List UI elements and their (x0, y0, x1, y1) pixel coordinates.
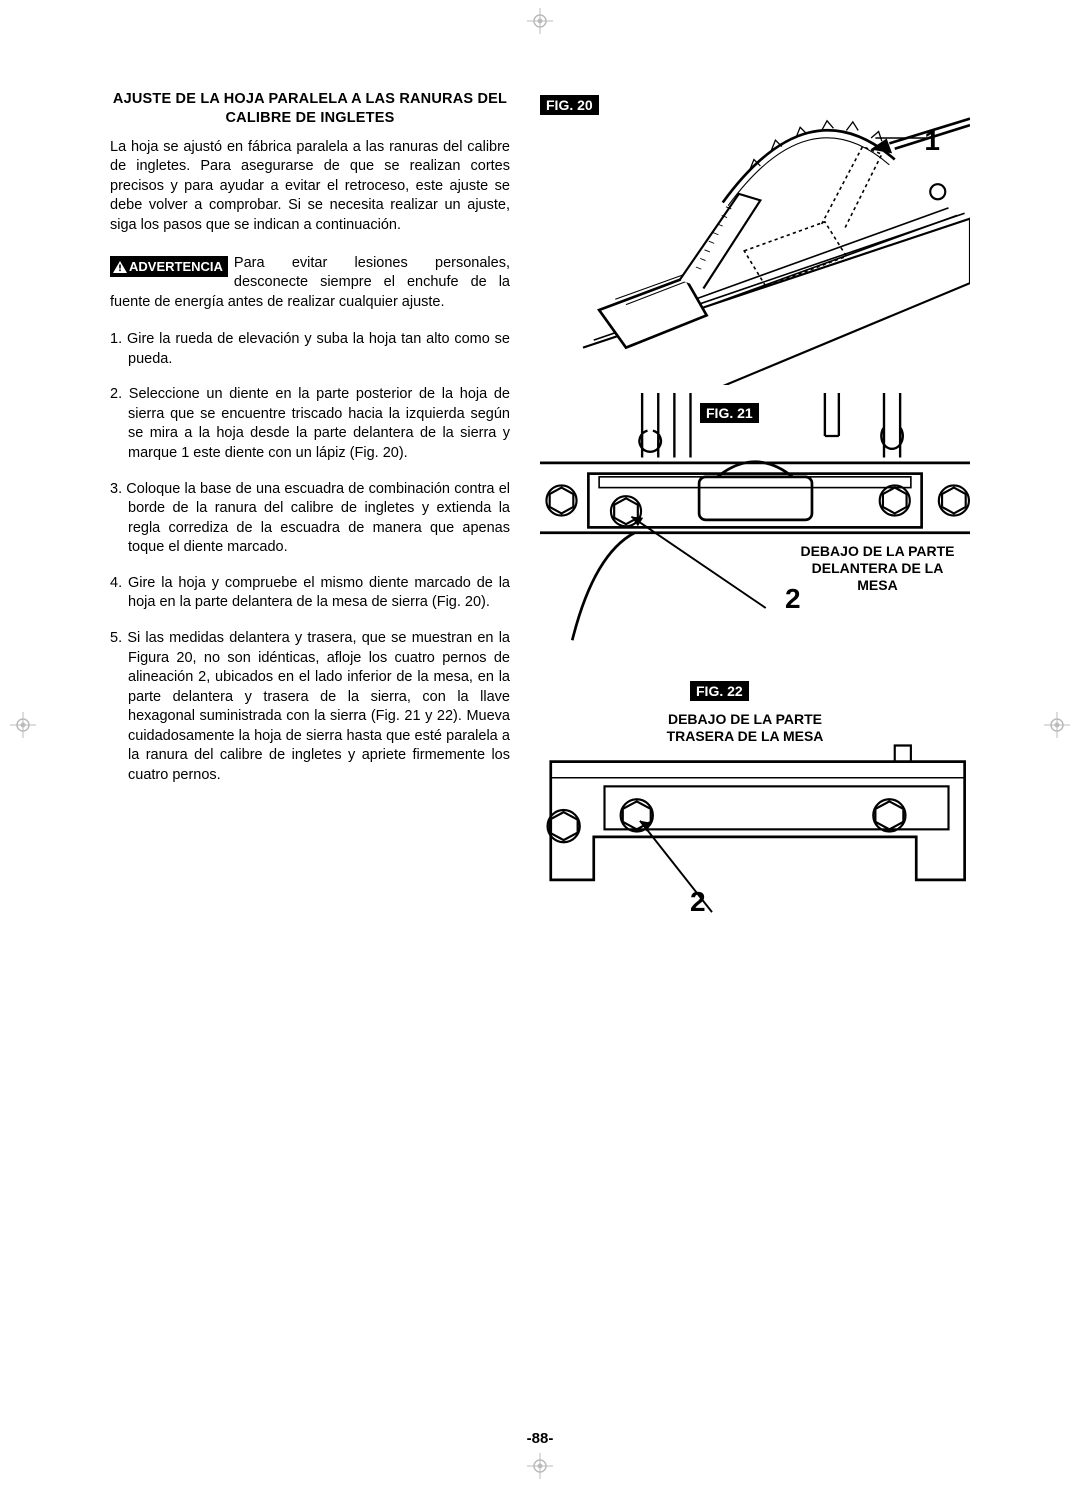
section-title: AJUSTE DE LA HOJA PARALELA A LAS RANURAS… (110, 90, 510, 128)
page-content: AJUSTE DE LA HOJA PARALELA A LAS RANURAS… (110, 90, 970, 949)
fig22-label: FIG. 22 (690, 681, 749, 701)
step-item: 2. Seleccione un diente en la parte post… (110, 385, 510, 463)
fig21-diagram (540, 393, 970, 673)
fig20-diagram (540, 95, 970, 385)
callout-2-front: 2 (785, 583, 801, 615)
warning-block: ADVERTENCIA Para evitar lesiones persona… (110, 254, 510, 313)
fig20-label: FIG. 20 (540, 95, 599, 115)
fig21-caption: DEBAJO DE LA PARTE DELANTERA DE LA MESA (800, 543, 955, 593)
steps-list: 1. Gire la rueda de elevación y suba la … (110, 330, 510, 785)
callout-1: 1 (924, 125, 940, 157)
fig22-caption: DEBAJO DE LA PARTE TRASERA DE LA MESA (650, 711, 840, 745)
figure-20: FIG. 20 1 (540, 95, 970, 365)
step-item: 3. Coloque la base de una escuadra de co… (110, 480, 510, 558)
warning-triangle-icon (113, 261, 127, 273)
callout-2-rear: 2 (690, 886, 706, 918)
fig21-label: FIG. 21 (700, 403, 759, 423)
right-column: FIG. 20 1 (540, 90, 970, 949)
registration-mark-bottom (527, 1453, 553, 1479)
registration-mark-top (527, 8, 553, 34)
step-item: 1. Gire la rueda de elevación y suba la … (110, 330, 510, 369)
figure-22: FIG. 22 DEBAJO DE LA PARTE TRASERA DE LA… (540, 681, 970, 921)
page-number: -88- (0, 1430, 1080, 1447)
intro-paragraph: La hoja se ajustó en fábrica paralela a … (110, 138, 510, 236)
warning-badge: ADVERTENCIA (110, 256, 228, 277)
registration-mark-left (10, 712, 36, 738)
warning-label-text: ADVERTENCIA (129, 259, 223, 274)
step-item: 4. Gire la hoja y compruebe el mismo die… (110, 574, 510, 613)
left-column: AJUSTE DE LA HOJA PARALELA A LAS RANURAS… (110, 90, 510, 949)
figure-21: FIG. 21 DEBAJO DE LA PARTE DELANTERA DE … (540, 393, 970, 653)
registration-mark-right (1044, 712, 1070, 738)
step-item: 5. Si las medidas delantera y trasera, q… (110, 629, 510, 786)
